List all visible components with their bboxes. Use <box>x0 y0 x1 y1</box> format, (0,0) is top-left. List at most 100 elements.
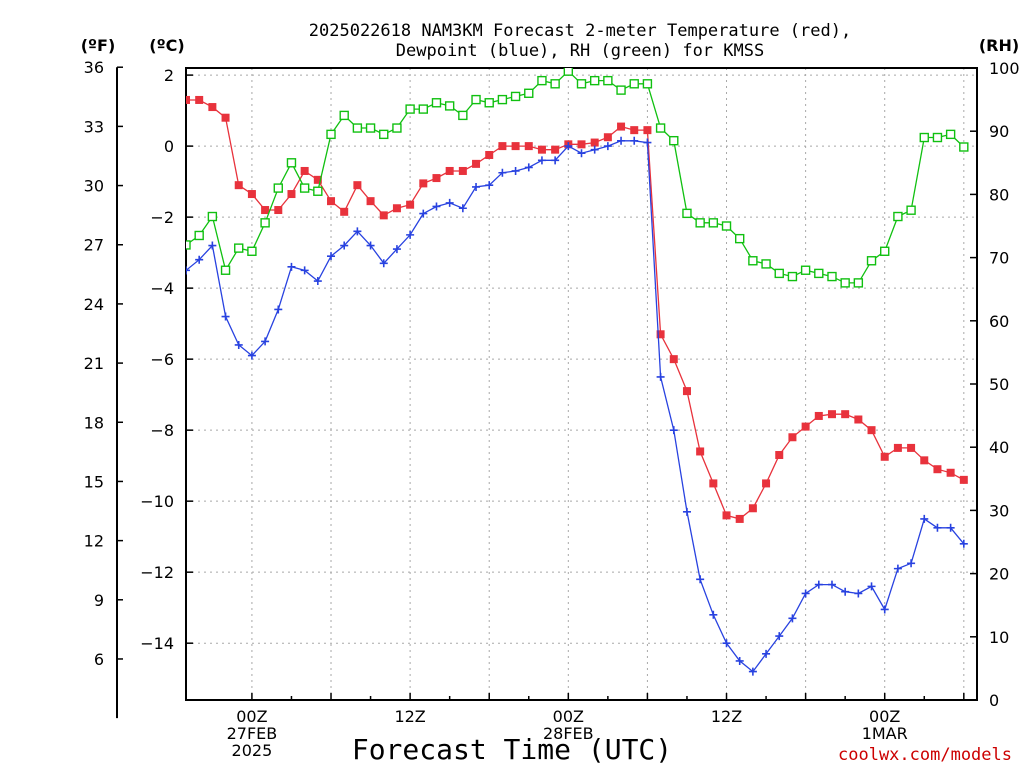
rh-point <box>589 75 600 86</box>
axes: 3633302724211815129620−2−4−6−8−10−12−141… <box>84 58 1020 760</box>
dewpoint-point <box>379 259 388 268</box>
temperature-point <box>933 465 942 474</box>
dewpoint-point <box>419 209 428 218</box>
rh-point <box>880 246 890 256</box>
dewpoint-point <box>221 312 230 321</box>
rh-point <box>220 265 231 275</box>
dewpoint-point <box>186 266 190 275</box>
rh-point <box>616 85 626 95</box>
temperature-point <box>353 181 362 190</box>
rh-unit-label: (RH) <box>979 36 1019 55</box>
dewpoint-point <box>353 227 362 236</box>
celsius-tick-label: −10 <box>140 492 174 511</box>
dewpoint-point <box>735 656 744 665</box>
dewpoint-point <box>537 156 546 165</box>
dewpoint-point <box>656 372 665 381</box>
temperature-point <box>261 206 270 215</box>
rh-point <box>959 142 969 152</box>
temperature-point <box>247 190 256 199</box>
temperature-point <box>195 95 204 104</box>
temperature-point <box>656 330 665 339</box>
rh-point <box>866 256 877 266</box>
fahrenheit-tick-label: 33 <box>84 117 104 136</box>
celsius-tick-label: −4 <box>150 279 174 298</box>
rh-series <box>186 68 969 288</box>
rh-point <box>682 208 692 219</box>
temperature-point <box>419 179 428 188</box>
dewpoint-point <box>247 351 256 360</box>
temperature-point <box>498 142 507 151</box>
fahrenheit-tick-label: 12 <box>84 532 104 551</box>
dewpoint-point <box>920 514 929 523</box>
temperature-point <box>748 504 757 513</box>
dewpoint-point <box>313 277 322 286</box>
dewpoint-point <box>762 649 771 658</box>
temperature-point <box>511 142 520 151</box>
dewpoint-point <box>287 262 296 271</box>
dewpoint-point <box>801 589 810 598</box>
dewpoint-point <box>696 575 705 584</box>
rh-point <box>365 123 376 133</box>
temperature-point <box>775 451 784 460</box>
dewpoint-point <box>867 582 876 591</box>
temperature-point <box>867 426 876 435</box>
chart-title-line-1: 2025022618 NAM3KM Forecast 2-meter Tempe… <box>309 21 851 41</box>
temperature-point <box>313 175 322 184</box>
celsius-tick-label: 0 <box>164 137 174 156</box>
rh-point <box>576 79 587 89</box>
rh-point <box>906 205 916 215</box>
rh-point <box>186 240 191 250</box>
temperature-point <box>669 355 678 364</box>
temperature-point <box>485 150 494 159</box>
x-tick-label: 28FEB <box>543 724 594 743</box>
dewpoint-point <box>682 507 691 516</box>
dewpoint-point <box>630 136 639 145</box>
rh-point <box>326 129 336 140</box>
rh-point <box>524 88 534 98</box>
x-tick-label: 00Z <box>553 707 584 726</box>
dewpoint-point <box>841 587 850 596</box>
dewpoint-point <box>775 632 784 641</box>
x-tick-label: 00Z <box>236 707 267 726</box>
rh-point <box>893 211 903 222</box>
rh-point <box>761 259 771 269</box>
rh-point <box>629 79 639 89</box>
dewpoint-point <box>959 539 968 548</box>
rh-point <box>273 183 283 193</box>
celsius-tick-label: 2 <box>164 66 174 85</box>
celsius-tick-label: −2 <box>150 208 174 227</box>
rh-point <box>800 265 811 275</box>
dewpoint-point <box>195 255 204 264</box>
rh-tick-label: 100 <box>989 59 1020 78</box>
dewpoint-point <box>340 241 349 250</box>
x-tick-label: 12Z <box>711 707 742 726</box>
fahrenheit-tick-label: 30 <box>84 177 104 196</box>
source-credit: coolwx.com/models <box>838 745 1012 765</box>
rh-point <box>405 104 415 114</box>
rh-point <box>774 268 784 279</box>
temperature-point <box>340 207 349 216</box>
temperature-point <box>287 190 296 199</box>
temperature-point <box>327 197 336 206</box>
dewpoint-point <box>590 145 599 154</box>
data-series <box>186 68 969 676</box>
rh-tick-label: 40 <box>989 438 1009 457</box>
dewpoint-point <box>907 559 916 568</box>
rh-point <box>655 123 666 133</box>
dewpoint-point <box>485 181 494 190</box>
dewpoint-point <box>274 305 283 314</box>
dewpoint-point <box>748 667 757 676</box>
temperature-point <box>274 206 283 215</box>
x-tick-label: 1MAR <box>862 724 908 743</box>
rh-point <box>840 278 850 288</box>
temperature-point <box>379 211 388 220</box>
celsius-tick-label: −8 <box>150 421 174 440</box>
rh-point <box>748 256 758 266</box>
rh-tick-label: 0 <box>989 691 999 710</box>
rh-point <box>497 94 508 105</box>
temperature-point <box>221 113 230 122</box>
rh-tick-label: 30 <box>989 501 1009 520</box>
rh-point <box>932 132 943 143</box>
x-tick-label: 00Z <box>869 707 900 726</box>
temperature-point <box>590 138 599 147</box>
